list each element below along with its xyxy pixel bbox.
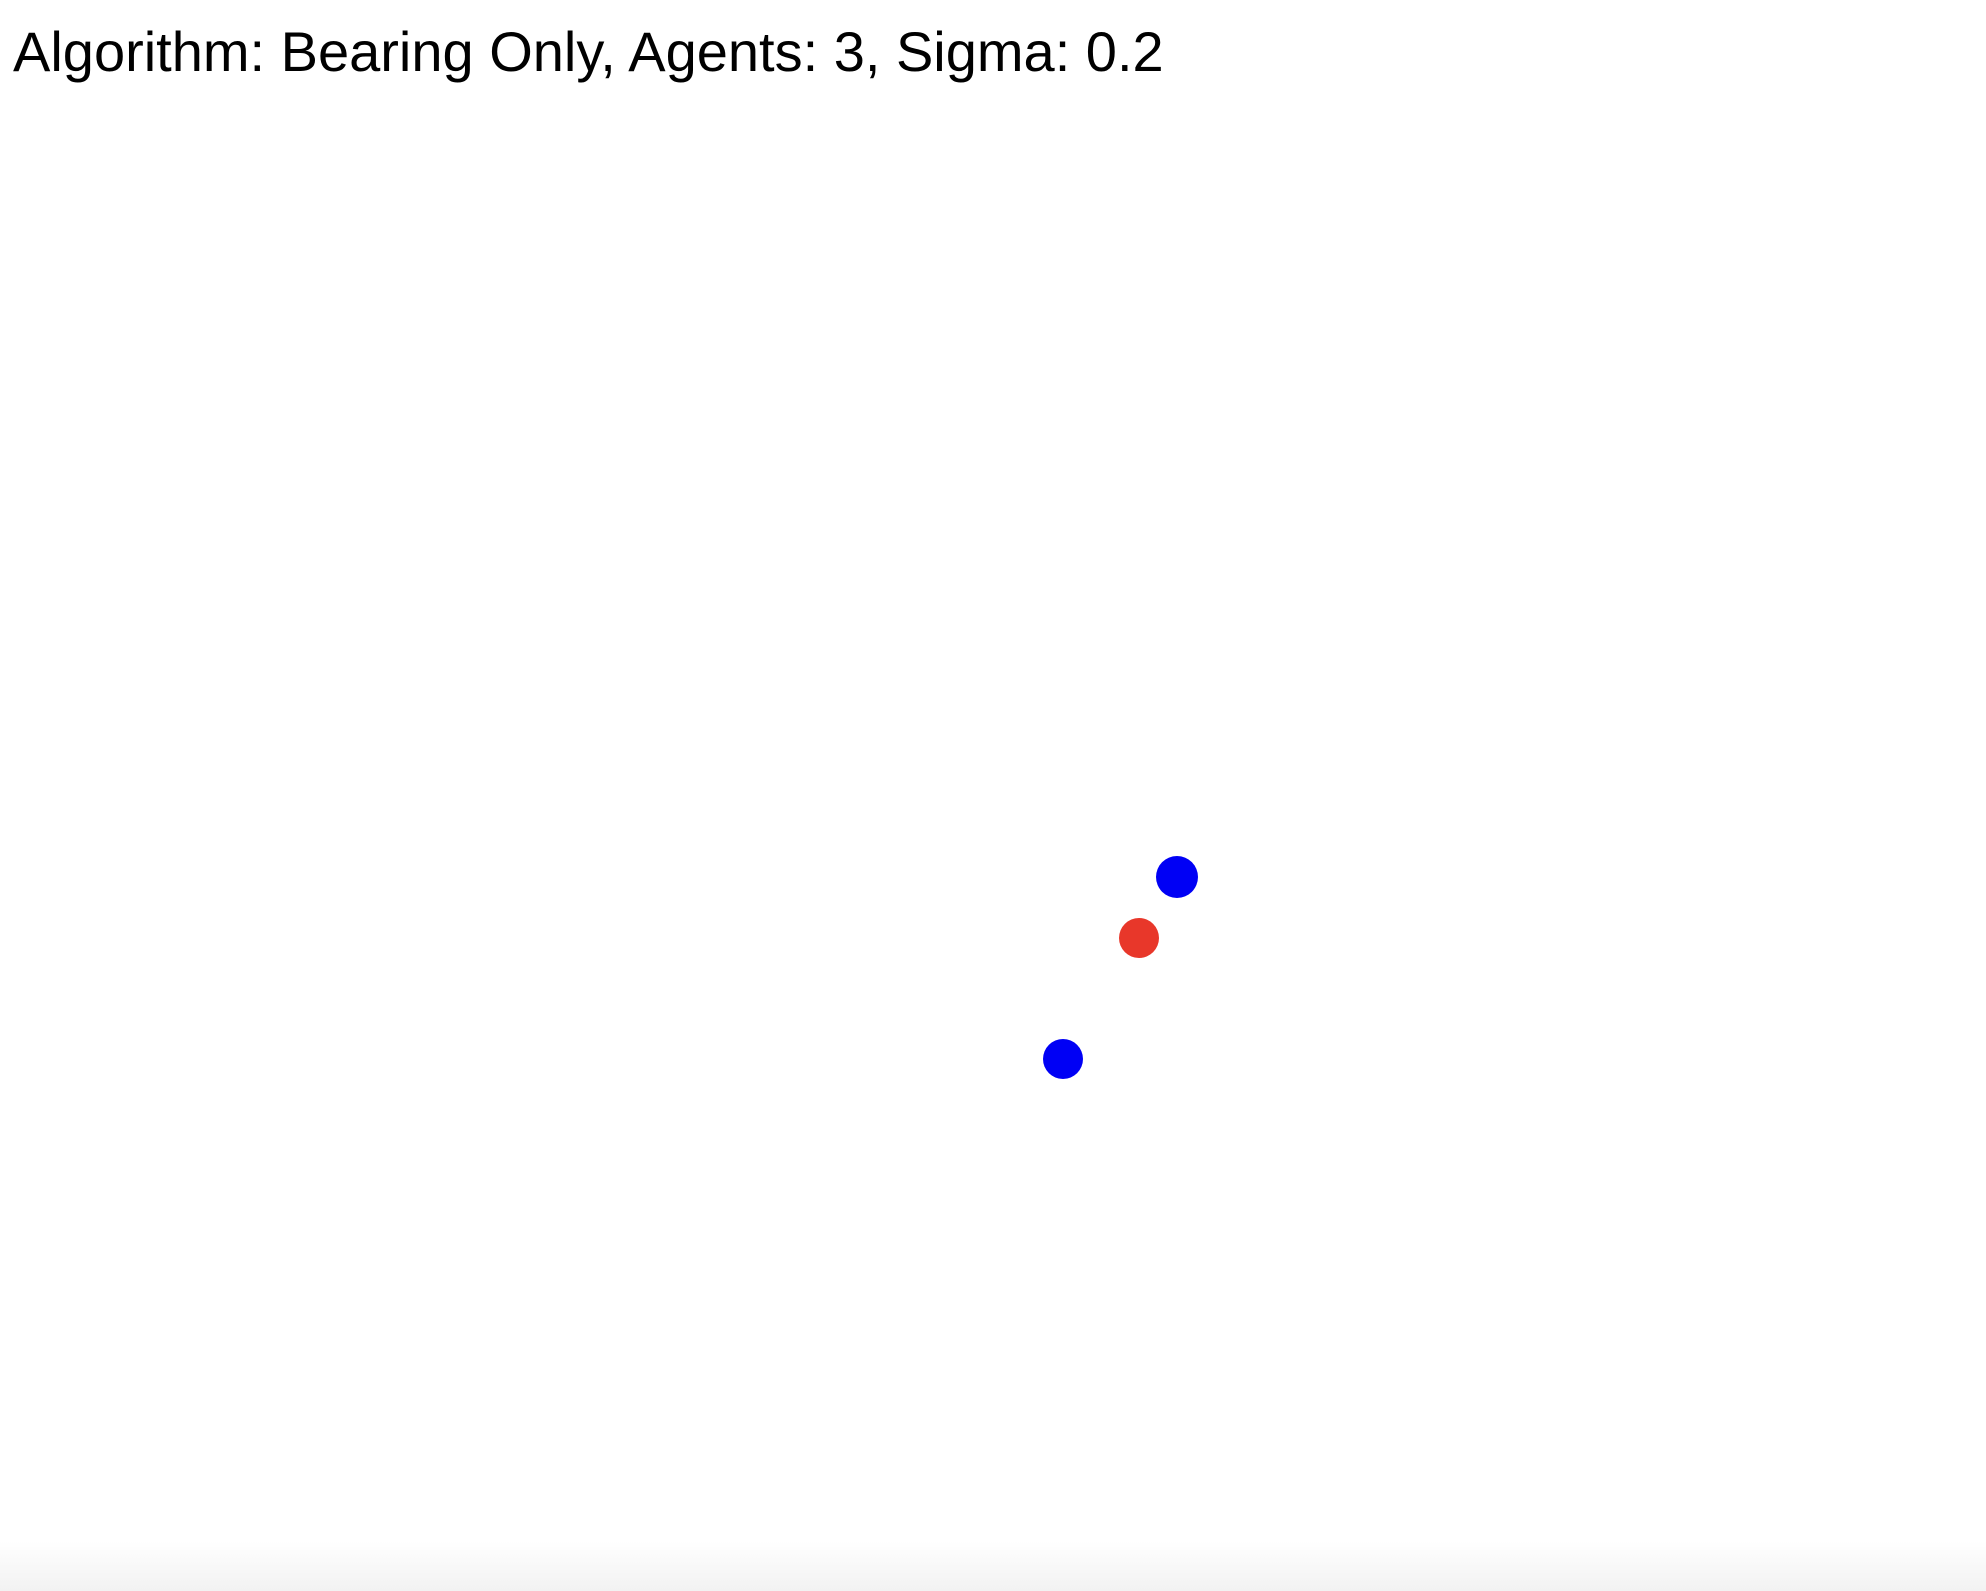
simulation-status-text: Algorithm: Bearing Only, Agents: 3, Sigm… — [13, 20, 1164, 83]
agent-marker — [1156, 856, 1198, 898]
agent-marker — [1043, 1039, 1083, 1079]
window-bottom-edge — [0, 1541, 1986, 1591]
target-marker — [1119, 918, 1159, 958]
